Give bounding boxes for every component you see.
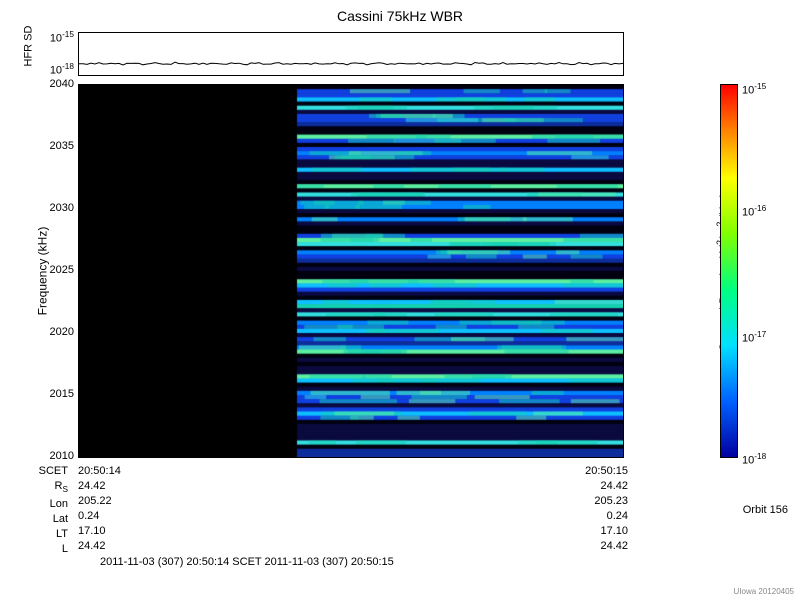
x-left-block: 20:50:1424.42205.220.2417.1024.42 xyxy=(78,464,121,554)
colorbar-tick: 10-18 xyxy=(742,452,766,467)
orbit-label: Orbit 156 xyxy=(743,504,788,516)
freq-tick: 2030 xyxy=(50,202,74,214)
colorbar-tick: 10-17 xyxy=(742,330,766,345)
hfr-trace xyxy=(79,33,623,75)
hfr-y-axis-label: HFR SD xyxy=(22,26,34,67)
spectrogram-canvas xyxy=(79,85,623,457)
hfr-panel xyxy=(78,32,624,76)
hfr-tick: 10-18 xyxy=(50,62,74,77)
footer-stamp: UIowa 20120405 xyxy=(734,587,795,596)
spectrogram-panel xyxy=(78,84,624,458)
freq-tick: 2020 xyxy=(50,326,74,338)
hfr-tick: 10-15 xyxy=(50,30,74,45)
x-right-block: 20:50:1524.42205.230.2417.1024.42 xyxy=(562,464,628,554)
colorbar xyxy=(720,84,738,458)
plot-title: Cassini 75kHz WBR xyxy=(0,8,800,24)
freq-tick: 2025 xyxy=(50,264,74,276)
colorbar-tick: 10-16 xyxy=(742,204,766,219)
freq-tick: 2035 xyxy=(50,140,74,152)
freq-tick: 2040 xyxy=(50,78,74,90)
bottom-time-range: 2011-11-03 (307) 20:50:14 SCET 2011-11-0… xyxy=(100,556,700,568)
x-row-labels: SCETRSLonLatLTL xyxy=(8,464,68,557)
freq-tick: 2010 xyxy=(50,450,74,462)
colorbar-tick: 10-15 xyxy=(742,82,766,97)
freq-axis-label: Frequency (kHz) xyxy=(35,227,49,316)
freq-tick: 2015 xyxy=(50,388,74,400)
